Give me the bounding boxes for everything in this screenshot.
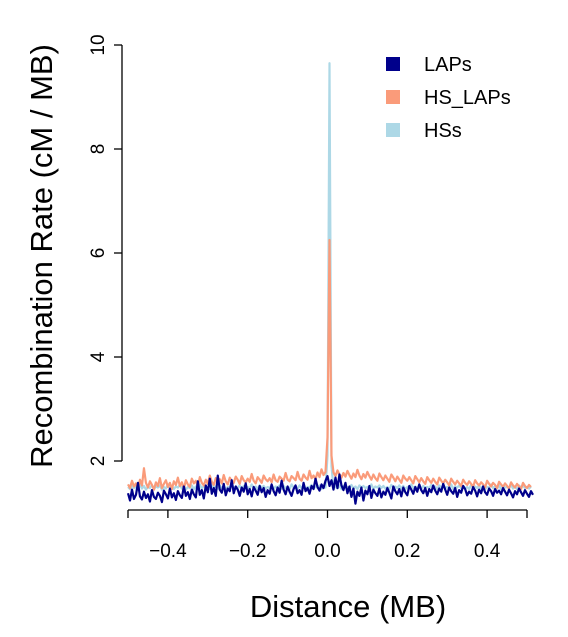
x-tick-label: 0.2 — [394, 541, 420, 562]
y-tick-label: 4 — [88, 351, 109, 362]
y-axis-title: Recombination Rate (cM / MB) — [24, 44, 59, 468]
x-tick-label: −0.2 — [229, 541, 267, 562]
x-ticks: −0.4 −0.2 0.0 0.2 0.4 — [127, 510, 528, 562]
y-tick-label: 6 — [88, 248, 109, 259]
y-tick-label: 10 — [88, 34, 109, 55]
series-layer — [126, 62, 534, 505]
legend: LAPs HS_LAPs HSs — [386, 54, 511, 142]
y-tick-label: 2 — [88, 456, 109, 467]
y-tick-label: 8 — [88, 144, 109, 155]
x-tick-label: 0.0 — [314, 541, 340, 562]
x-tick-label: 0.4 — [474, 541, 501, 562]
axes: −0.4 −0.2 0.0 0.2 0.4 2 4 6 8 10 — [88, 34, 528, 562]
legend-swatch-hs-laps — [386, 90, 400, 104]
y-ticks: 2 4 6 8 10 — [88, 34, 122, 466]
x-axis-title: Distance (MB) — [250, 589, 446, 624]
x-tick-label: −0.4 — [149, 541, 187, 562]
series-line-laps — [126, 473, 534, 505]
legend-swatch-laps — [386, 57, 400, 71]
legend-label: LAPs — [424, 54, 472, 76]
legend-label: HS_LAPs — [424, 87, 511, 109]
legend-label: HSs — [424, 120, 462, 142]
series-line-hs-laps — [127, 238, 532, 491]
legend-swatch-hss — [386, 123, 400, 137]
